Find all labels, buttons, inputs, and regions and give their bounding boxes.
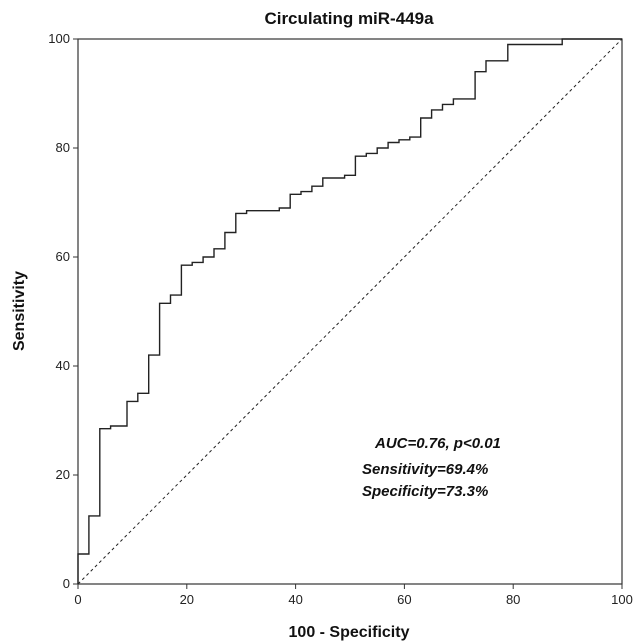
y-axis-label: Sensitivity bbox=[11, 271, 28, 351]
y-tick-label: 100 bbox=[48, 31, 70, 46]
x-tick-label: 100 bbox=[611, 592, 633, 607]
x-tick-label: 0 bbox=[74, 592, 81, 607]
annotation-specificity: Specificity=73.3% bbox=[362, 483, 488, 500]
y-tick-label: 80 bbox=[56, 140, 70, 155]
x-tick-label: 80 bbox=[506, 592, 520, 607]
annotation-sensitivity: Sensitivity=69.4% bbox=[362, 461, 488, 478]
axis-ticks: 0 20 40 60 80 100 0 20 40 60 80 100 bbox=[48, 31, 633, 607]
chart-title: Circulating miR-449a bbox=[264, 9, 434, 28]
y-tick-label: 60 bbox=[56, 249, 70, 264]
roc-curve-line bbox=[77, 38, 622, 584]
plot-border bbox=[77, 38, 623, 585]
x-tick-label: 40 bbox=[288, 592, 302, 607]
series-layer bbox=[77, 38, 623, 585]
reference-diagonal-line bbox=[77, 38, 623, 585]
x-tick-label: 20 bbox=[180, 592, 194, 607]
y-tick-label: 20 bbox=[56, 467, 70, 482]
x-axis-label: 100 - Specificity bbox=[289, 624, 410, 641]
x-tick-label: 60 bbox=[397, 592, 411, 607]
y-tick-label: 0 bbox=[63, 576, 70, 591]
annotation-auc: AUC=0.76, p<0.01 bbox=[374, 435, 501, 452]
plot-area bbox=[77, 38, 623, 585]
y-tick-label: 40 bbox=[56, 358, 70, 373]
